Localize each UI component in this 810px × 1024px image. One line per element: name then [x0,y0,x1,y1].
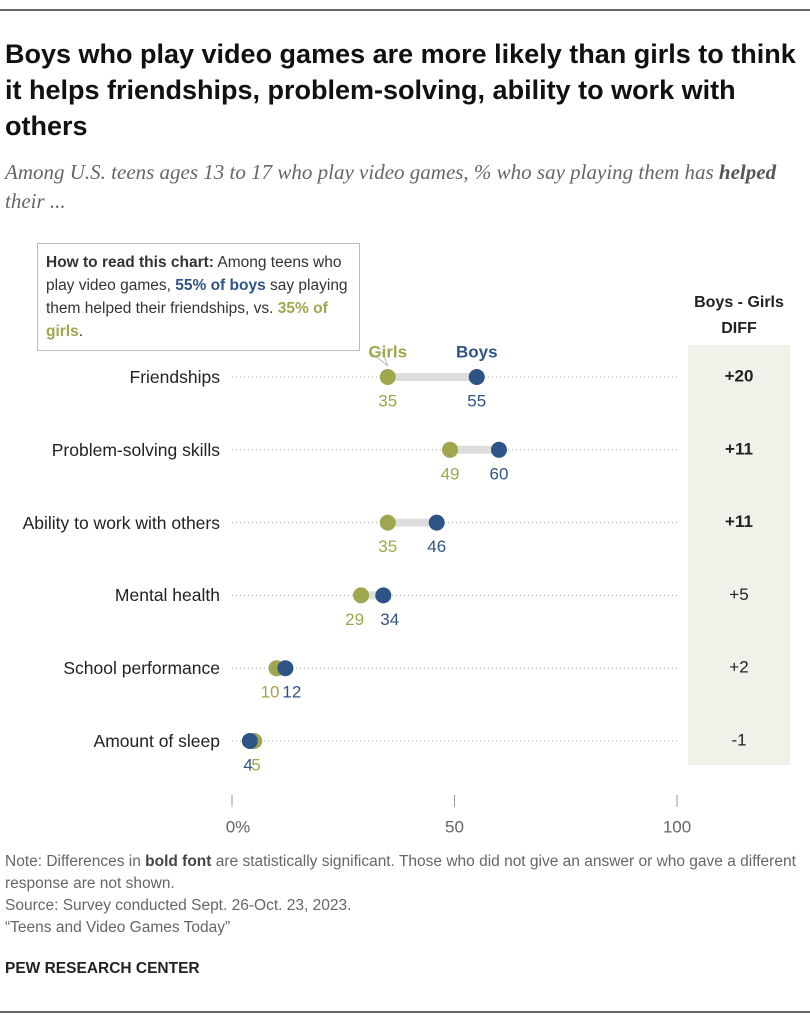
callout-text: Among teens who play video games, [46,254,342,294]
category-label: Problem-solving skills [51,439,220,460]
diff-label: +11 [725,439,753,458]
category-label: Friendships [129,367,220,387]
x-tick-label: 0% [226,817,251,836]
subtitle: Among U.S. teens ages 13 to 17 who play … [5,158,795,216]
value-label: 49 [441,464,460,483]
diff-label: +11 [725,512,753,531]
report: “Teens and Video Games Today” [5,919,231,936]
legend-label: Girls [368,342,407,361]
dot [375,587,392,604]
value-label: 35 [378,537,397,556]
subtitle-text: Among U.S. teens ages 13 to 17 who play … [5,160,719,184]
callout-text: . [78,323,84,340]
dot [379,369,396,385]
x-tick-label: 50 [445,817,464,836]
value-label: 4 [243,755,252,774]
org: PEW RESEARCH CENTER [5,960,200,977]
category-label: Ability to work with others [22,512,220,533]
callout-boys: 55% of boys [175,277,266,294]
diff-label: +5 [729,585,748,604]
dot [277,660,294,677]
callout-girls: 35% of girls [46,300,328,340]
note-bold: bold font [145,853,212,870]
note-text: are statistically significant. Those who… [5,853,796,892]
value-label: 35 [378,391,397,410]
callout: How to read this chart: Among teens who … [37,243,360,351]
title: Boys who play video games are more likel… [5,39,796,141]
value-label: 10 [261,683,280,702]
category-label: Amount of sleep [93,731,220,751]
dot [428,514,445,531]
callout-pointer [369,351,389,367]
diff-label: +2 [729,658,748,677]
dot [379,514,396,531]
source: Source: Survey conducted Sept. 26-Oct. 2… [5,897,352,914]
note-text: Note: Differences in [5,853,146,870]
x-tick-label: 100 [663,817,691,836]
diff-background [688,345,790,765]
note: Note: Differences in bold font are stati… [5,851,805,895]
subtitle-text: their ... [5,189,66,213]
value-label: 5 [251,755,260,774]
diff-label: +20 [725,366,754,385]
value-label: 55 [467,391,486,410]
dot [442,441,459,458]
dot [241,733,258,749]
category-label: Mental health [114,585,220,606]
legend-label: Boys [456,342,498,361]
dot [353,587,370,604]
footer: Note: Differences in bold font are stati… [5,851,805,939]
value-label: 12 [282,683,301,702]
value-label: 60 [490,464,509,483]
value-label: 46 [427,537,446,556]
dot [468,369,485,385]
subtitle-emphasis: helped [718,160,777,184]
dot [491,441,507,458]
diff-label: -1 [731,730,746,749]
value-label: 34 [380,610,399,629]
callout-text: say playing them helped their friendship… [46,277,348,317]
value-label: 29 [345,610,364,629]
category-label: School performance [63,658,220,679]
callout-lead: How to read this chart: [46,254,214,271]
diff-header: Boys - Girls DIFF [694,294,784,337]
